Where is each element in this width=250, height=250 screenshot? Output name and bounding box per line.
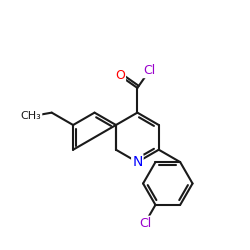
- Text: N: N: [132, 155, 142, 169]
- Text: Cl: Cl: [143, 64, 156, 77]
- Text: O: O: [115, 69, 125, 82]
- Text: CH₃: CH₃: [21, 111, 42, 121]
- Text: Cl: Cl: [139, 216, 151, 230]
